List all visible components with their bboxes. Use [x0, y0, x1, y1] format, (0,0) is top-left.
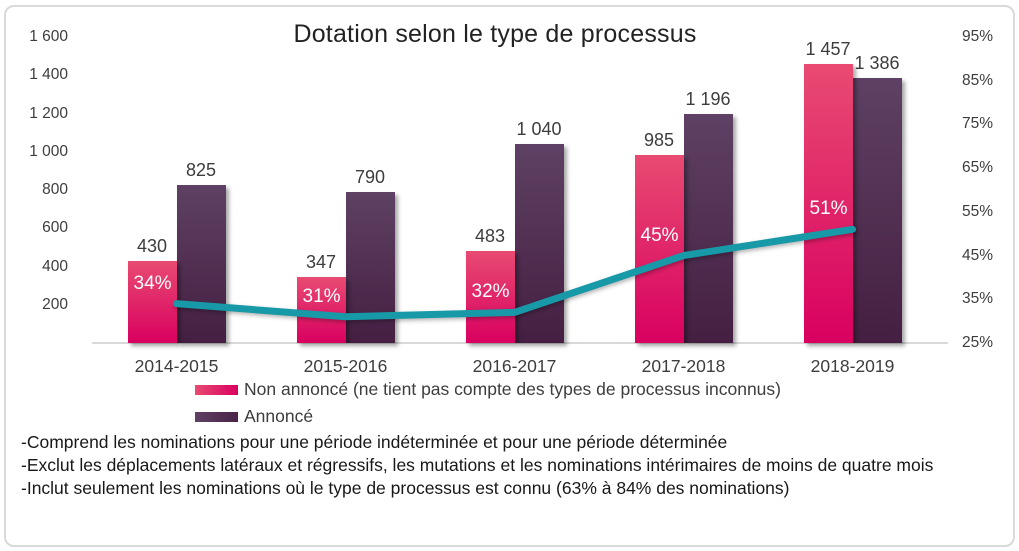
line-percent-label: 51%	[809, 198, 848, 220]
footnotes: -Comprend les nominations pour une pério…	[21, 431, 993, 500]
legend-item-non-annonce: Non annoncé (ne tient pas compte des typ…	[195, 379, 781, 400]
bar-value-label: 790	[354, 166, 386, 187]
bar-value-label: 825	[185, 160, 217, 181]
y-axis-right-tick: 45%	[962, 246, 994, 264]
y-axis-left-tick: 200	[42, 295, 68, 313]
line-percent-label: 32%	[471, 281, 510, 303]
x-axis-category-label: 2017-2018	[641, 356, 726, 376]
y-axis-left-tick: 800	[42, 181, 68, 198]
y-axis-left-tick: 1 400	[29, 66, 68, 84]
line-percent-label: 34%	[133, 272, 172, 294]
bar-value-label: 1 040	[516, 119, 562, 140]
legend-swatch-annonce	[195, 411, 238, 422]
legend-item-annonce: Annoncé	[195, 406, 313, 427]
y-axis-left-tick: 1 600	[29, 28, 68, 45]
y-axis-left-tick: 600	[42, 219, 68, 237]
bar-value-label: 430	[136, 235, 168, 256]
legend-swatch-non-annonce	[195, 384, 238, 395]
chart-title: Dotation selon le type de processus	[293, 20, 697, 48]
bar-value-label: 1 386	[854, 52, 900, 73]
bar-non-annonce	[634, 154, 684, 343]
y-axis-right-tick: 85%	[962, 71, 994, 89]
y-axis-left-tick: 400	[42, 257, 68, 275]
bar-value-label: 985	[643, 129, 675, 150]
y-axis-left-tick: 1 000	[29, 142, 68, 160]
bar-annonce	[852, 77, 902, 343]
x-axis-category-label: 2016-2017	[472, 356, 557, 376]
line-percent-label: 45%	[640, 224, 679, 246]
y-axis-left-tick: 1 200	[29, 104, 68, 122]
y-axis-right-tick: 75%	[962, 115, 994, 133]
bar-annonce	[345, 191, 395, 343]
footnote-line: -Inclut seulement les nominations où le …	[21, 478, 790, 498]
legend-label-non-annonce: Non annoncé (ne tient pas compte des typ…	[244, 379, 781, 399]
bar-annonce	[514, 144, 564, 343]
bar-annonce	[176, 185, 226, 343]
y-axis-right-tick: 35%	[962, 290, 994, 308]
legend-label-annonce: Annoncé	[244, 406, 314, 426]
line-percent-label: 31%	[302, 285, 341, 307]
footnote-line: -Comprend les nominations pour une pério…	[21, 432, 728, 452]
bar-annonce	[683, 114, 733, 343]
y-axis-right-tick: 25%	[962, 334, 994, 351]
x-axis-line	[92, 342, 948, 344]
x-axis-category-label: 2018-2019	[810, 356, 895, 376]
x-axis-category-label: 2015-2016	[303, 356, 388, 376]
y-axis-right-tick: 95%	[962, 28, 994, 45]
bar-value-label: 1 457	[805, 39, 851, 60]
footnote-line: -Exclut les déplacements latéraux et rég…	[21, 455, 934, 475]
x-axis-category-label: 2014-2015	[134, 356, 219, 376]
y-axis-right-tick: 65%	[962, 159, 994, 177]
bar-non-annonce	[127, 260, 177, 343]
y-axis-right-tick: 55%	[962, 202, 994, 220]
bar-value-label: 1 196	[685, 89, 731, 110]
